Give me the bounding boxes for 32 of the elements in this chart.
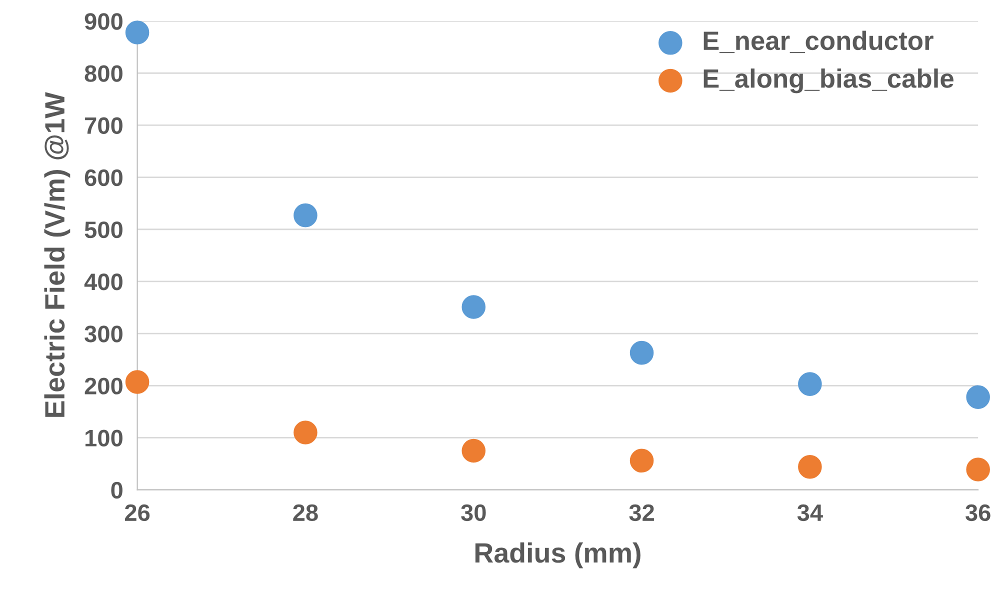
point (462, 438, 486, 463)
legend-label: E_along_bias_cable (704, 68, 954, 94)
point (966, 385, 990, 409)
x-tick-label: 36 (965, 504, 990, 522)
x-tick-label: 32 (629, 504, 654, 522)
point (125, 370, 150, 394)
point (462, 295, 486, 319)
y-tick-label: 500 (84, 221, 122, 238)
x-tick-label: 30 (461, 504, 486, 522)
x-tick-label: 34 (797, 504, 823, 522)
point (125, 20, 150, 44)
y-tick-label: 400 (84, 274, 122, 290)
point (630, 340, 654, 365)
legend-label: E_near_conductor (704, 30, 934, 54)
y-tick-label: 900 (84, 13, 122, 30)
y-tick-label: 0 (111, 482, 122, 499)
point (798, 455, 822, 479)
x-axis-title: Radius (mm) (475, 542, 640, 568)
point (294, 203, 318, 228)
y-tick-label: 800 (84, 65, 122, 82)
x-tick-label: 26 (125, 504, 150, 522)
y-tick-label: 600 (84, 169, 122, 186)
y-tick-label: 700 (85, 117, 122, 134)
point (294, 420, 318, 444)
point (798, 372, 822, 396)
x-tick-label: 28 (293, 504, 318, 522)
point (630, 448, 654, 473)
y-tick-label: 100 (86, 430, 122, 447)
y-tick-label: 300 (84, 326, 122, 342)
point (966, 458, 990, 482)
y-axis-title: Electric Field (V/m) @1W (44, 92, 70, 417)
y-tick-label: 200 (84, 378, 122, 394)
